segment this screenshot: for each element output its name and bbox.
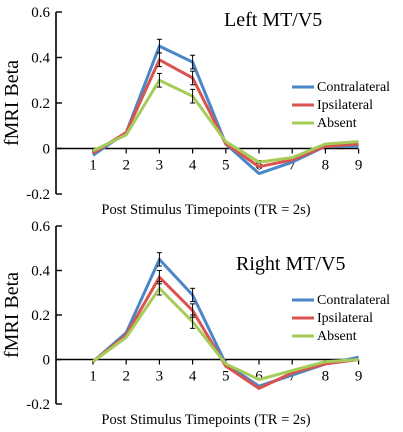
y-tick-label: 0.6 <box>31 219 50 235</box>
series-line-absent <box>92 78 359 164</box>
x-axis-label: Post Stimulus Timepoints (TR = 2s) <box>101 412 310 428</box>
x-tick-label: 8 <box>322 369 330 385</box>
y-tick-label: -0.2 <box>26 397 50 413</box>
x-tick-label: 4 <box>189 369 197 385</box>
chart-title: Right MT/V5 <box>236 253 345 275</box>
x-tick-label: 7 <box>288 158 296 174</box>
x-tick-label: 6 <box>255 369 263 385</box>
y-tick-label: 0.6 <box>31 5 50 21</box>
legend-label: Absent <box>317 116 357 131</box>
x-tick-label: 5 <box>222 158 230 174</box>
y-axis-label: fMRI Beta <box>1 60 23 146</box>
legend-label: Absent <box>317 329 357 344</box>
x-tick-label: 9 <box>355 158 363 174</box>
x-tick-label: 2 <box>122 369 130 385</box>
x-tick-label: 4 <box>189 158 197 174</box>
chart-title: Left MT/V5 <box>224 9 322 31</box>
x-tick-label: 8 <box>322 158 330 174</box>
series-line-ipsilateral <box>92 275 359 390</box>
series-line-ipsilateral <box>92 58 359 169</box>
y-tick-label: 0.4 <box>31 264 50 280</box>
x-tick-label: 3 <box>156 158 164 174</box>
legend-label: Contralateral <box>317 80 390 95</box>
legend-label: Ipsilateral <box>317 98 373 113</box>
y-tick-label: 0.2 <box>31 308 50 324</box>
y-tick-label: 0.4 <box>31 51 50 67</box>
y-tick-label: 0.2 <box>31 96 50 112</box>
x-tick-label: 2 <box>122 158 130 174</box>
x-tick-label: 5 <box>222 369 230 385</box>
series-line-absent <box>92 286 359 382</box>
x-tick-label: 9 <box>355 369 363 385</box>
y-tick-label: -0.2 <box>26 187 50 203</box>
legend-label: Ipsilateral <box>317 311 373 326</box>
x-tick-label: 1 <box>89 158 97 174</box>
y-tick-label: 0 <box>43 353 51 369</box>
x-axis-label: Post Stimulus Timepoints (TR = 2s) <box>101 202 310 218</box>
y-tick-label: 0 <box>43 142 51 158</box>
x-tick-label: 1 <box>89 369 97 385</box>
legend-label: Contralateral <box>317 293 390 308</box>
x-tick-label: 3 <box>156 369 164 385</box>
y-axis-label: fMRI Beta <box>1 272 23 358</box>
